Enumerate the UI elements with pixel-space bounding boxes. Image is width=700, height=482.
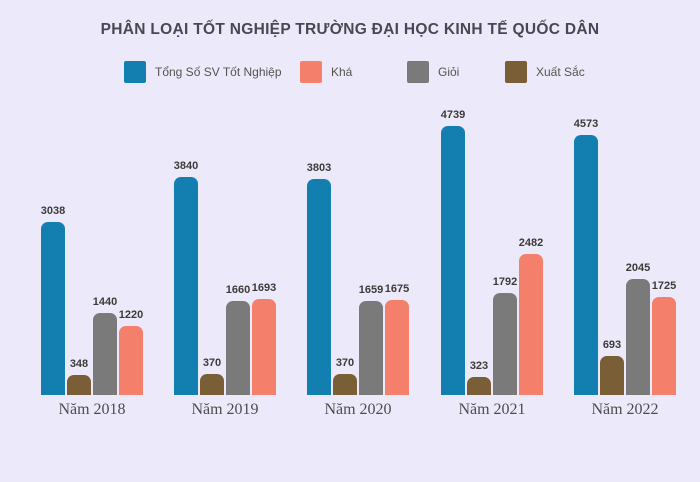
bar-value-label: 2045 <box>625 261 651 274</box>
bar <box>307 179 331 395</box>
bar-column: 1675 <box>385 283 409 395</box>
legend-label: Giỏi <box>438 65 460 79</box>
legend-swatch <box>505 61 527 83</box>
bar-value-label: 2482 <box>518 237 544 249</box>
bar-value-label: 1440 <box>92 296 118 309</box>
bar-group: 3803 370 1659 1675 <box>307 162 409 395</box>
bar <box>226 300 250 395</box>
x-axis-label: Năm 2022 <box>591 401 659 418</box>
bar-column: 3038 <box>41 205 65 395</box>
bar-value-label: 1792 <box>492 276 518 289</box>
bar-group: 3840 370 1660 1693 <box>174 160 276 395</box>
bar <box>626 278 650 395</box>
bar-column: 1220 <box>119 309 143 395</box>
bar-column: 323 <box>467 360 491 395</box>
legend-swatch <box>300 61 322 83</box>
bar-value-label: 3038 <box>40 205 66 218</box>
bar <box>200 374 224 395</box>
legend-swatch <box>407 61 429 83</box>
bar-column: 1660 <box>226 284 250 395</box>
chart-title: PHÂN LOẠI TỐT NGHIỆP TRƯỜNG ĐẠI HỌC KINH… <box>100 21 600 38</box>
bar-value-label: 4573 <box>573 118 599 131</box>
bar-value-label: 1675 <box>384 282 410 295</box>
bar-column: 1792 <box>493 276 517 395</box>
legend-label: Tổng Số SV Tốt Nghiệp <box>155 65 282 79</box>
bar-value-label: 3840 <box>173 159 199 172</box>
bar <box>574 135 598 395</box>
bar-column: 4573 <box>574 118 598 395</box>
bar <box>252 298 276 395</box>
bar-group: 4739 323 1792 2482 <box>441 109 543 395</box>
legend-swatch <box>124 61 146 83</box>
bar-column: 2045 <box>626 262 650 395</box>
x-axis-label: Năm 2020 <box>324 401 392 418</box>
bar-group: 4573 693 2045 1725 <box>574 118 676 395</box>
bar-value-label: 323 <box>469 359 489 372</box>
bar <box>119 325 143 395</box>
bar-column: 370 <box>333 357 357 395</box>
bar-column: 1725 <box>652 280 676 395</box>
bar <box>333 374 357 395</box>
bar-value-label: 1659 <box>358 283 384 296</box>
bar-column: 1693 <box>252 282 276 395</box>
bar-group: 3038 348 1440 1220 <box>41 205 143 395</box>
bar-column: 3840 <box>174 160 198 395</box>
bar <box>652 297 676 395</box>
bar <box>41 222 65 395</box>
bar-column: 1659 <box>359 284 383 395</box>
bar <box>174 176 198 395</box>
bar-value-label: 1220 <box>118 308 144 321</box>
bar-column: 4739 <box>441 109 465 395</box>
bar-column: 693 <box>600 339 624 395</box>
legend-item: Giỏi <box>407 61 459 83</box>
bar-value-label: 4739 <box>440 108 466 121</box>
bar <box>67 375 91 395</box>
legend: Tổng Số SV Tốt Nghiệp Khá Giỏi Xuất Sắc <box>0 61 700 85</box>
bar-column: 2482 <box>519 237 543 395</box>
bar <box>93 313 117 395</box>
legend-label: Xuất Sắc <box>536 65 585 79</box>
bar-value-label: 1725 <box>651 280 677 292</box>
bar-value-label: 1693 <box>251 281 277 294</box>
legend-label: Khá <box>331 65 353 79</box>
bar <box>385 299 409 395</box>
bar-value-label: 693 <box>602 338 622 351</box>
bar-value-label: 1660 <box>225 283 251 296</box>
bar <box>519 254 543 395</box>
bar-column: 3803 <box>307 162 331 395</box>
x-axis-label: Năm 2021 <box>458 401 526 418</box>
bar-value-label: 370 <box>335 357 355 369</box>
bar <box>600 355 624 395</box>
bar-value-label: 370 <box>202 357 222 369</box>
legend-item: Xuất Sắc <box>505 61 585 83</box>
bar <box>359 300 383 395</box>
bar-column: 370 <box>200 357 224 395</box>
bar-column: 1440 <box>93 296 117 395</box>
x-axis-label: Năm 2019 <box>191 401 259 418</box>
bar <box>467 376 491 395</box>
bar <box>441 125 465 395</box>
bar <box>493 293 517 395</box>
x-axis-label: Năm 2018 <box>58 401 126 418</box>
bar-column: 348 <box>67 358 91 395</box>
bar-value-label: 348 <box>69 358 89 371</box>
legend-item: Khá <box>300 61 352 83</box>
legend-item: Tổng Số SV Tốt Nghiệp <box>124 61 282 83</box>
bar-value-label: 3803 <box>306 162 332 174</box>
